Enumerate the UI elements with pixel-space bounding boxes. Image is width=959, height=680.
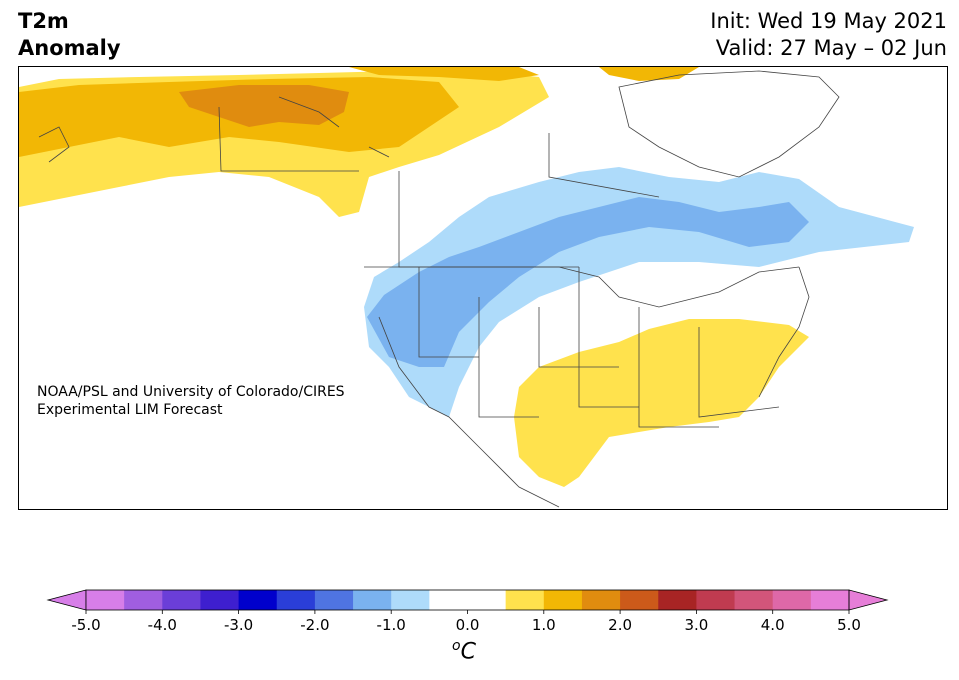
- colorbar-swatch: [505, 590, 545, 610]
- anomaly-map: [18, 66, 948, 510]
- colorbar-svg: -5.0 -4.0 -3.0 -2.0 -1.0 0.0 1.0 2.0 3.0 4.0 5.0: [46, 589, 889, 634]
- colorbar-swatch: [772, 590, 812, 610]
- colorbar-swatch: [696, 590, 736, 610]
- colorbar-swatch: [543, 590, 583, 610]
- colorbar-under-arrow: [46, 589, 87, 611]
- colorbar-swatch: [391, 590, 430, 610]
- colorbar-swatch: [276, 590, 316, 610]
- cool-anomaly-core: [367, 197, 809, 367]
- colorbar-tick-label: 5.0: [837, 616, 861, 634]
- colorbar-tick-label: 2.0: [608, 616, 632, 634]
- colorbar-swatch: [124, 590, 163, 610]
- warm-anomaly-arctic-east: [599, 67, 699, 81]
- colorbar-tick-label: -5.0: [71, 616, 100, 634]
- warm-anomaly-southeast: [514, 319, 809, 487]
- colorbar-swatch: [162, 590, 201, 610]
- credit-text: NOAA/PSL and University of Colorado/CIRE…: [37, 383, 345, 419]
- credit-line-2: Experimental LIM Forecast: [37, 402, 223, 418]
- map-canvas: [19, 67, 914, 508]
- colorbar-swatch: [658, 590, 697, 610]
- colorbar: -5.0 -4.0 -3.0 -2.0 -1.0 0.0 1.0 2.0 3.0 4.0 5.0: [46, 589, 896, 645]
- colorbar-tick-label: -3.0: [224, 616, 253, 634]
- colorbar-swatch: [314, 590, 354, 610]
- colorbar-swatch: [581, 590, 621, 610]
- colorbar-tick-label: -4.0: [148, 616, 177, 634]
- colorbar-swatch: [353, 590, 392, 610]
- colorbar-over-arrow: [848, 589, 889, 611]
- map-title: T2m Anomaly: [18, 8, 121, 62]
- colorbar-tick-label: 1.0: [532, 616, 556, 634]
- colorbar-swatch: [734, 590, 774, 610]
- title-type: Anomaly: [18, 36, 121, 60]
- warm-anomaly-northwest-core: [179, 85, 349, 127]
- init-date: Init: Wed 19 May 2021: [710, 9, 947, 33]
- borders: [38, 96, 810, 508]
- colorbar-tick-label: 0.0: [456, 616, 480, 634]
- valid-range: Valid: 27 May – 02 Jun: [715, 36, 947, 60]
- credit-line-1: NOAA/PSL and University of Colorado/CIRE…: [37, 384, 345, 400]
- warm-anomaly-arctic: [349, 67, 539, 81]
- colorbar-unit: oC: [452, 638, 476, 664]
- colorbar-swatch: [620, 590, 659, 610]
- colorbar-tick-label: -2.0: [300, 616, 329, 634]
- colorbar-swatch: [86, 590, 125, 610]
- colorbar-swatch: [238, 590, 278, 610]
- unit-celsius: C: [460, 639, 476, 665]
- colorbar-swatch: [810, 590, 850, 610]
- forecast-dates: Init: Wed 19 May 2021 Valid: 27 May – 02…: [710, 8, 947, 62]
- unit-degree: o: [452, 638, 461, 654]
- colorbar-tick-label: 4.0: [761, 616, 785, 634]
- colorbar-tick-label: -1.0: [377, 616, 406, 634]
- colorbar-swatch: [429, 590, 468, 610]
- greenland-outline: [618, 70, 840, 178]
- colorbar-swatch: [467, 590, 507, 610]
- colorbar-tick-label: 3.0: [684, 616, 708, 634]
- colorbar-swatch: [200, 590, 240, 610]
- title-variable: T2m: [18, 9, 69, 33]
